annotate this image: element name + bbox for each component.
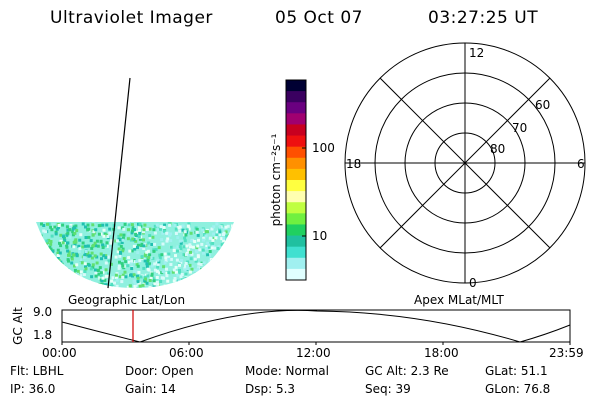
mlt-label-18: 18 bbox=[346, 157, 362, 171]
colorbar bbox=[285, 79, 307, 281]
colorbar-cell bbox=[286, 124, 306, 137]
geographic-label: Geographic Lat/Lon bbox=[68, 293, 186, 307]
colorbar-tick-100: 100 bbox=[312, 141, 335, 155]
colorbar-cell bbox=[286, 80, 306, 92]
altitude-ylabel: GC Alt bbox=[11, 307, 25, 345]
dsp-info: Dsp: 5.3 bbox=[245, 382, 296, 396]
colorbar-unit-label: photon cm⁻²s⁻¹ bbox=[269, 133, 283, 227]
time-tick-1200: 12:00 bbox=[296, 346, 331, 360]
lat-label-60: 60 bbox=[535, 98, 551, 112]
altitude-plot bbox=[61, 309, 571, 345]
altitude-ytick-max: 9.0 bbox=[33, 305, 53, 319]
instrument-title: Ultraviolet Imager bbox=[50, 8, 213, 28]
glon-info: GLon: 76.8 bbox=[485, 382, 551, 396]
colorbar-cell bbox=[286, 102, 306, 114]
colorbar-cell bbox=[286, 213, 306, 225]
lat-label-80: 80 bbox=[490, 142, 506, 156]
observation-date: 05 Oct 07 bbox=[275, 8, 363, 28]
time-tick-1800: 18:00 bbox=[424, 346, 459, 360]
door-info: Door: Open bbox=[125, 364, 194, 378]
gain-info: Gain: 14 bbox=[125, 382, 176, 396]
apex-label: Apex MLat/MLT bbox=[414, 293, 504, 307]
colorbar-cell bbox=[286, 91, 306, 103]
time-tick-0000: 00:00 bbox=[42, 346, 77, 360]
lat-label-70: 70 bbox=[512, 121, 528, 135]
colorbar-cell bbox=[286, 180, 306, 192]
mlt-label-0: 0 bbox=[469, 276, 477, 290]
ip-info: IP: 36.0 bbox=[10, 382, 56, 396]
colorbar-cell bbox=[286, 191, 306, 203]
time-tick-0600: 06:00 bbox=[169, 346, 204, 360]
colorbar-tick-10: 10 bbox=[312, 229, 328, 243]
polar-plot bbox=[344, 42, 586, 284]
colorbar-cell bbox=[286, 146, 306, 159]
glat-info: GLat: 51.1 bbox=[485, 364, 548, 378]
colorbar-cell bbox=[286, 168, 306, 181]
mode-info: Mode: Normal bbox=[245, 364, 329, 378]
colorbar-cell bbox=[286, 257, 306, 270]
mlt-label-6: 6 bbox=[577, 157, 585, 171]
time-tick-2359: 23:59 bbox=[549, 346, 584, 360]
altitude-curve bbox=[61, 309, 571, 343]
filter-info: Flt: LBHL bbox=[10, 364, 64, 378]
uv-image bbox=[36, 77, 234, 289]
colorbar-cell bbox=[286, 224, 306, 237]
seq-info: Seq: 39 bbox=[365, 382, 411, 396]
gc-alt-info: GC Alt: 2.3 Re bbox=[365, 364, 449, 378]
colorbar-cell bbox=[286, 202, 306, 214]
colorbar-cell bbox=[286, 235, 306, 248]
colorbar-cell bbox=[286, 135, 306, 148]
colorbar-cell bbox=[286, 268, 306, 281]
mlt-label-12: 12 bbox=[469, 46, 485, 60]
colorbar-cell bbox=[286, 113, 306, 125]
altitude-ytick-min: 1.8 bbox=[33, 328, 53, 342]
colorbar-cell bbox=[286, 157, 306, 170]
observation-time: 03:27:25 UT bbox=[428, 8, 539, 28]
colorbar-cell bbox=[286, 246, 306, 259]
satellite-track-line bbox=[107, 77, 131, 289]
